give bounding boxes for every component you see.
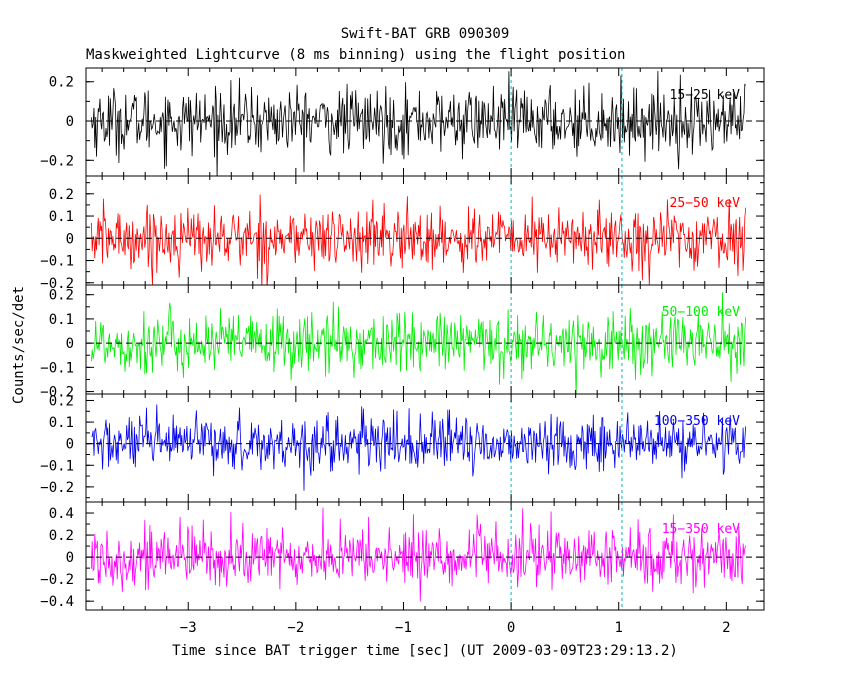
y-tick-label: 0.2 <box>49 393 74 409</box>
x-tick-label: 0 <box>507 620 515 636</box>
series-line <box>91 292 747 394</box>
y-tick-label: −0.2 <box>40 153 74 169</box>
y-tick-label: −0.1 <box>40 254 74 270</box>
x-tick-label: −2 <box>287 620 304 636</box>
series-line <box>91 404 747 491</box>
band-label: 15−350 keV <box>662 522 740 537</box>
y-tick-label: −0.4 <box>40 594 74 610</box>
panel-100-350-kev: −0.2 −0.1 0 0.1 0.2 100−350 keV <box>40 393 765 503</box>
y-tick-label: −0.2 <box>40 385 74 401</box>
panel-15-25-kev: −0.2 0 0.2 15−25 keV <box>40 67 765 177</box>
y-tick-label: 0.1 <box>49 312 74 328</box>
panel-frame <box>85 175 765 286</box>
y-tick-label: 0 <box>66 550 74 566</box>
series-line <box>91 70 746 176</box>
x-axis-ticks: −3 −2 −1 0 1 2 <box>180 620 731 636</box>
band-label: 100−350 keV <box>654 414 740 429</box>
y-tick-label: 0.1 <box>49 209 74 225</box>
panel-frame <box>85 67 765 177</box>
y-tick-label: 0.2 <box>49 528 74 544</box>
band-label: 50−100 keV <box>662 305 740 320</box>
y-tick-label: −0.2 <box>40 276 74 292</box>
panels-group: −0.2 0 0.2 15−25 keV −0.2 −0.1 0 0.1 0.2 25−50 ke… <box>40 67 765 611</box>
y-tick-label: 0.1 <box>49 415 74 431</box>
panel-frame <box>85 284 765 395</box>
y-tick-label: 0 <box>66 114 74 130</box>
y-tick-label: −0.1 <box>40 458 74 474</box>
chart-title: Swift-BAT GRB 090309 <box>341 26 510 42</box>
series-line <box>91 194 747 285</box>
x-tick-label: 2 <box>722 620 730 636</box>
x-tick-label: −1 <box>395 620 412 636</box>
y-tick-label: 0 <box>66 437 74 453</box>
x-tick-label: −3 <box>180 620 197 636</box>
band-label: 15−25 keV <box>670 88 741 103</box>
y-axis-title: Counts/sec/det <box>11 286 27 404</box>
series-line <box>91 507 747 602</box>
x-tick-label: 1 <box>614 620 622 636</box>
panel-25-50-kev: −0.2 −0.1 0 0.1 0.2 25−50 keV <box>40 175 765 292</box>
y-tick-label: 0 <box>66 336 74 352</box>
band-label: 25−50 keV <box>670 196 741 211</box>
y-tick-label: −0.2 <box>40 572 74 588</box>
y-tick-label: 0.2 <box>49 288 74 304</box>
y-tick-label: −0.2 <box>40 480 74 496</box>
y-tick-label: 0.4 <box>49 506 74 522</box>
y-tick-label: 0 <box>66 231 74 247</box>
y-tick-label: 0.2 <box>49 187 74 203</box>
x-axis-title: Time since BAT trigger time [sec] (UT 20… <box>172 643 678 659</box>
chart-subtitle: Maskweighted Lightcurve (8 ms binning) u… <box>86 47 625 63</box>
panel-50-100-kev: −0.2 −0.1 0 0.1 0.2 50−100 keV <box>40 284 765 401</box>
y-tick-label: 0.2 <box>49 75 74 91</box>
y-tick-label: −0.1 <box>40 360 74 376</box>
panel-15-350-kev: −0.4 −0.2 0 0.2 0.4 15−350 keV <box>40 501 765 611</box>
